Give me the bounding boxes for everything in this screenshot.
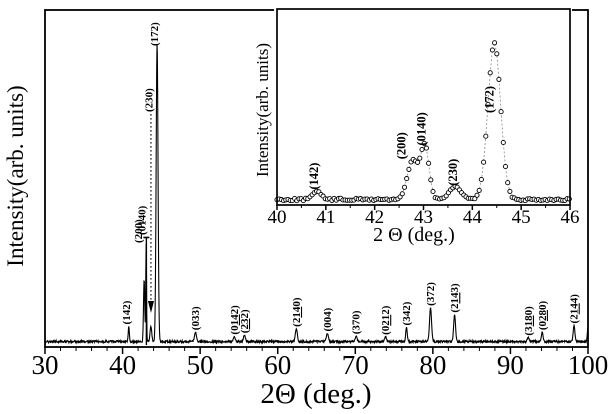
data-point: [399, 191, 405, 197]
tick-label: 60: [264, 350, 291, 380]
peak-label: (372): [425, 282, 437, 306]
peak-label: (200): [133, 219, 145, 243]
tick-label: 100: [568, 350, 609, 380]
data-point: [430, 188, 436, 195]
peak-label: (230): [143, 88, 155, 112]
data-point: [474, 192, 480, 198]
tick-label: 45: [512, 207, 531, 228]
data-point: [498, 109, 504, 115]
data-point: [419, 146, 425, 153]
data-point: [507, 188, 513, 194]
peak-label: (0212): [380, 305, 392, 335]
down-arrow-icon: [147, 301, 154, 313]
inset-x-axis-label: 2 Θ (deg.): [373, 224, 455, 246]
peak-label: (2144): [569, 294, 581, 324]
peak-label: (342): [401, 301, 413, 325]
tick-label: 40: [268, 207, 287, 228]
data-point: [428, 177, 434, 183]
main-y-axis-label: Intensity(arb. units): [3, 85, 28, 267]
peak-label: (0280): [537, 301, 549, 331]
data-point: [492, 40, 498, 46]
data-point: [489, 47, 495, 53]
data-point: [485, 101, 491, 107]
tick-label: 40: [109, 350, 136, 380]
data-point: [505, 180, 511, 186]
data-point: [415, 159, 421, 165]
peak-label: (0140): [137, 205, 149, 235]
tick-label: 46: [561, 207, 580, 228]
data-point: [481, 159, 487, 165]
peak-label: (033): [190, 306, 202, 330]
data-point: [487, 70, 493, 76]
data-point: [472, 196, 478, 202]
peak-label: (3180): [523, 306, 535, 336]
peak-label: (2140): [291, 297, 303, 327]
peak-label: (200): [395, 132, 409, 159]
tick-label: 44: [463, 207, 483, 228]
peak-label: (004): [322, 307, 334, 331]
peak-label: (142): [121, 300, 133, 324]
data-point: [404, 176, 410, 182]
tick-label: 43: [414, 207, 433, 228]
peak-label: (172): [483, 86, 497, 113]
tick-label: 90: [497, 350, 524, 380]
tick-label: 70: [342, 350, 369, 380]
inset-plot: 40 41 42 43 44 45 46 (142) (200) (0140) (230) (172): [268, 0, 580, 246]
peak-label: (230): [446, 159, 460, 186]
inset-y-axis-label: Intensity(arb. units): [253, 42, 272, 178]
peak-label: (172): [149, 22, 161, 46]
data-point: [478, 176, 484, 183]
peak-label: (232): [239, 309, 251, 333]
peak-label: (0140): [415, 112, 429, 145]
tick-label: 42: [365, 207, 384, 228]
data-point: [496, 76, 502, 82]
data-point: [406, 166, 412, 172]
data-point: [483, 133, 489, 139]
data-point: [401, 184, 408, 190]
tick-label: 80: [419, 350, 446, 380]
data-point: [423, 145, 429, 151]
data-point: [502, 163, 509, 170]
data-point: [500, 139, 506, 146]
diffraction-curve: [45, 44, 588, 345]
data-point: [421, 140, 427, 146]
tick-label: 30: [32, 350, 59, 380]
data-point: [476, 187, 482, 193]
data-point: [417, 155, 423, 161]
peak-label: (142): [307, 163, 321, 190]
tick-label: 50: [187, 350, 214, 380]
tick-label: 41: [316, 207, 335, 228]
main-x-axis-label: 2Θ (deg.): [260, 378, 372, 410]
peak-label: (2143): [449, 283, 461, 313]
peak-label: (0142): [229, 305, 241, 335]
peak-label: (370): [351, 310, 363, 334]
data-point: [494, 51, 500, 57]
data-point: [426, 160, 432, 166]
